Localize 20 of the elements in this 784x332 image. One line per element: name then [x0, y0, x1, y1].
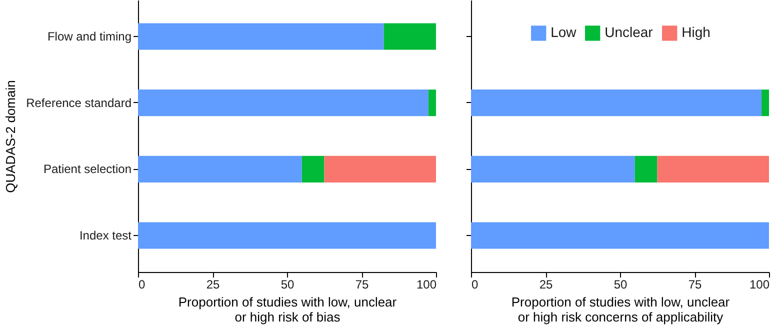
x-tick-label: 0 — [138, 278, 146, 292]
legend-label: Low — [550, 24, 578, 40]
x-tick-label: 25 — [206, 278, 220, 292]
x-tick-label: 0 — [472, 278, 478, 292]
y-tick-label: Reference standard — [26, 96, 132, 110]
legend-label: High — [682, 24, 710, 40]
x-tick-label: 100 — [416, 278, 437, 292]
legend-label: Unclear — [604, 24, 654, 40]
x-tick-label: 75 — [688, 278, 702, 292]
x-axis-title: Proportion of studies with low, unclear or high risk of bias — [178, 294, 398, 324]
x-axis-title: Proportion of studies with low, unclear or high risk concerns of applicability — [511, 294, 730, 324]
x-tick-label: 75 — [355, 278, 369, 292]
y-tick-label: Flow and timing — [47, 29, 132, 44]
x-tick-label: 25 — [539, 278, 553, 292]
x-tick-label: 100 — [749, 278, 770, 292]
x-tick-label: 50 — [614, 278, 628, 292]
y-tick-label: Patient selection — [43, 162, 132, 176]
y-tick-label: Index test — [79, 228, 132, 243]
x-tick-label: 50 — [280, 278, 294, 292]
y-axis-title: QUADAS-2 domain — [3, 80, 18, 193]
